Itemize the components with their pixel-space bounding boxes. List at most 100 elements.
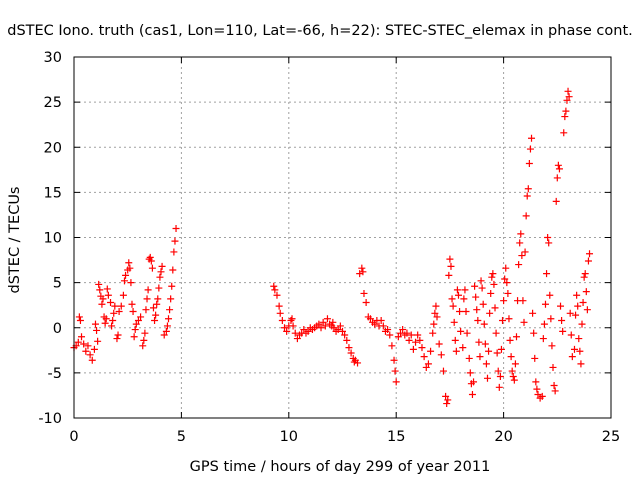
data-point — [462, 308, 470, 316]
data-point — [146, 253, 154, 261]
data-point — [151, 317, 159, 325]
data-point — [478, 284, 486, 292]
data-point — [289, 322, 297, 330]
data-point — [119, 291, 127, 299]
data-point — [139, 342, 147, 350]
data-point — [485, 347, 493, 355]
data-point — [122, 271, 130, 279]
data-point — [403, 329, 411, 337]
data-point — [574, 302, 582, 310]
data-point — [430, 320, 438, 328]
data-point — [359, 268, 367, 276]
data-point — [114, 331, 122, 339]
data-point — [433, 313, 441, 321]
y-tick-label: 20 — [44, 140, 62, 156]
data-point — [431, 309, 439, 317]
data-point — [377, 317, 385, 325]
data-point — [273, 291, 281, 299]
data-point — [463, 329, 471, 337]
data-point — [162, 327, 170, 335]
data-point — [584, 257, 592, 265]
data-point — [129, 308, 137, 316]
data-point — [101, 319, 109, 327]
data-point — [499, 317, 507, 325]
data-point — [511, 360, 519, 368]
data-point — [283, 327, 291, 335]
data-point — [552, 197, 560, 205]
data-point — [573, 291, 581, 299]
data-point — [445, 271, 453, 279]
data-point — [422, 363, 430, 371]
data-point — [412, 338, 420, 346]
data-point — [444, 396, 452, 404]
data-point — [558, 317, 566, 325]
data-point — [566, 309, 574, 317]
chart-title: dSTEC Iono. truth (cas1, Lon=110, Lat=-6… — [7, 23, 633, 39]
data-point — [490, 280, 498, 288]
data-point — [117, 302, 125, 310]
data-point — [532, 378, 540, 386]
data-point — [524, 185, 532, 193]
data-point — [472, 293, 480, 301]
data-point — [538, 392, 546, 400]
x-tick-label: 5 — [177, 429, 186, 445]
data-point — [479, 300, 487, 308]
data-point — [508, 367, 516, 375]
data-point — [496, 372, 504, 380]
data-point — [304, 327, 312, 335]
data-point — [149, 304, 157, 312]
data-point — [443, 400, 451, 408]
data-marks — [70, 87, 594, 408]
data-point — [270, 282, 278, 290]
data-point — [451, 336, 459, 344]
data-point — [548, 342, 556, 350]
data-point — [547, 315, 555, 323]
data-point — [564, 87, 572, 95]
data-point — [500, 297, 508, 305]
data-point — [95, 280, 103, 288]
data-point — [84, 342, 92, 350]
data-point — [452, 347, 460, 355]
x-tick-label: 10 — [280, 429, 298, 445]
data-point — [321, 322, 329, 330]
data-point — [582, 288, 590, 296]
data-point — [541, 300, 549, 308]
data-point — [559, 327, 567, 335]
data-point — [491, 304, 499, 312]
data-point — [420, 353, 428, 361]
data-point — [495, 383, 503, 391]
data-point — [519, 297, 527, 305]
data-point — [334, 326, 342, 334]
data-point — [540, 320, 548, 328]
data-point — [137, 313, 145, 321]
data-point — [470, 378, 478, 386]
data-point — [75, 313, 83, 321]
data-point — [165, 315, 173, 323]
data-point — [476, 353, 484, 361]
data-point — [562, 107, 570, 115]
data-point — [546, 291, 554, 299]
y-tick-label: 25 — [44, 95, 62, 111]
y-tick-label: -5 — [48, 366, 62, 382]
y-tick-label: 0 — [53, 321, 62, 337]
data-point — [125, 259, 133, 267]
data-point — [466, 369, 474, 377]
data-point — [474, 317, 482, 325]
data-point — [104, 291, 112, 299]
x-tick-label: 20 — [494, 429, 512, 445]
data-point — [518, 252, 526, 260]
data-point — [576, 347, 584, 355]
data-point — [167, 295, 175, 303]
data-point — [545, 239, 553, 247]
data-point — [447, 262, 455, 270]
data-point — [494, 367, 502, 375]
data-point — [539, 335, 547, 343]
data-point — [339, 327, 346, 335]
data-point — [360, 289, 368, 297]
data-point — [427, 347, 435, 355]
data-point — [362, 298, 370, 306]
data-point — [93, 326, 101, 334]
x-tick-label: 0 — [69, 429, 78, 445]
data-point — [563, 96, 571, 104]
data-point — [120, 277, 128, 285]
